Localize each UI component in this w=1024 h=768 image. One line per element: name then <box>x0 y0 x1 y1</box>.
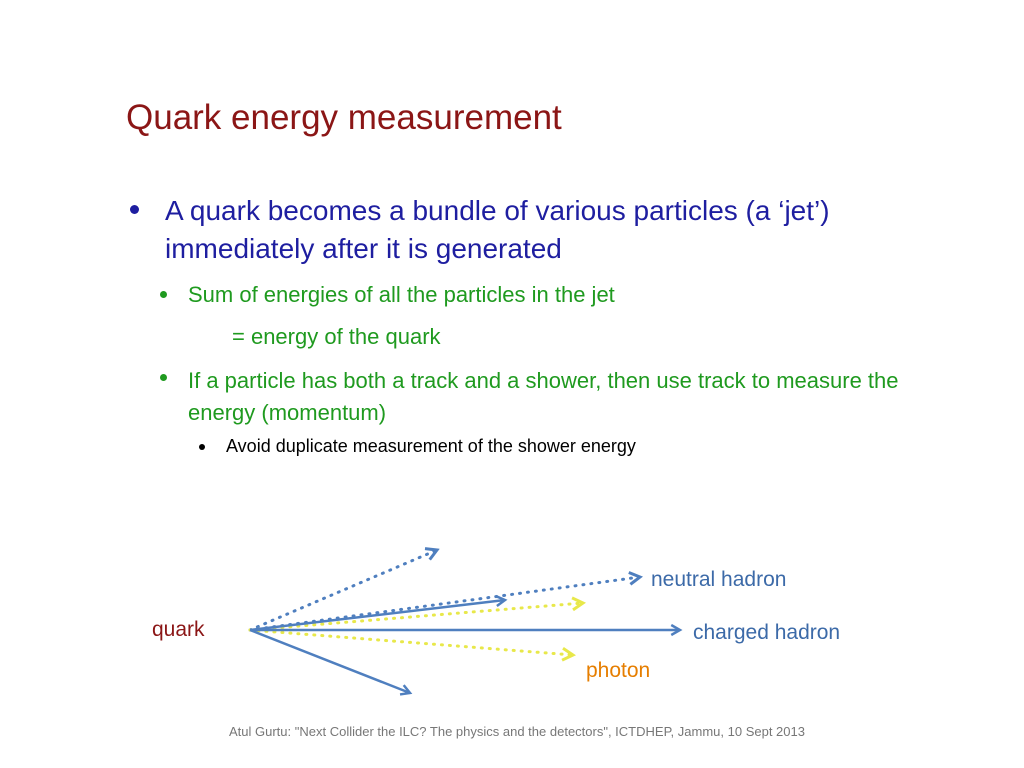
bullet-text: If a particle has both a track and a sho… <box>188 368 899 425</box>
bullet <box>199 444 205 450</box>
footer: Atul Gurtu: "Next Collider the ILC? The … <box>229 724 805 739</box>
bullet-text: A quark becomes a bundle of various part… <box>165 195 830 264</box>
bullet <box>160 374 167 381</box>
photon-track <box>248 596 587 632</box>
photon-label: photon <box>586 659 650 682</box>
bullet-text: Avoid duplicate measurement of the showe… <box>226 436 636 456</box>
neutral-label: neutral hadron <box>651 568 786 591</box>
quark-label: quark <box>152 618 205 641</box>
neutral-track <box>248 547 440 632</box>
charged-label: charged hadron <box>693 621 840 644</box>
bullet-text: Sum of energies of all the particles in … <box>188 282 615 307</box>
charged-track <box>249 628 413 696</box>
bullet <box>160 291 167 298</box>
bullet-text: = energy of the quark <box>232 324 441 349</box>
slide-title: Quark energy measurement <box>126 98 562 137</box>
charged-track <box>249 594 508 632</box>
bullet <box>130 205 139 214</box>
photon-track <box>248 628 577 662</box>
